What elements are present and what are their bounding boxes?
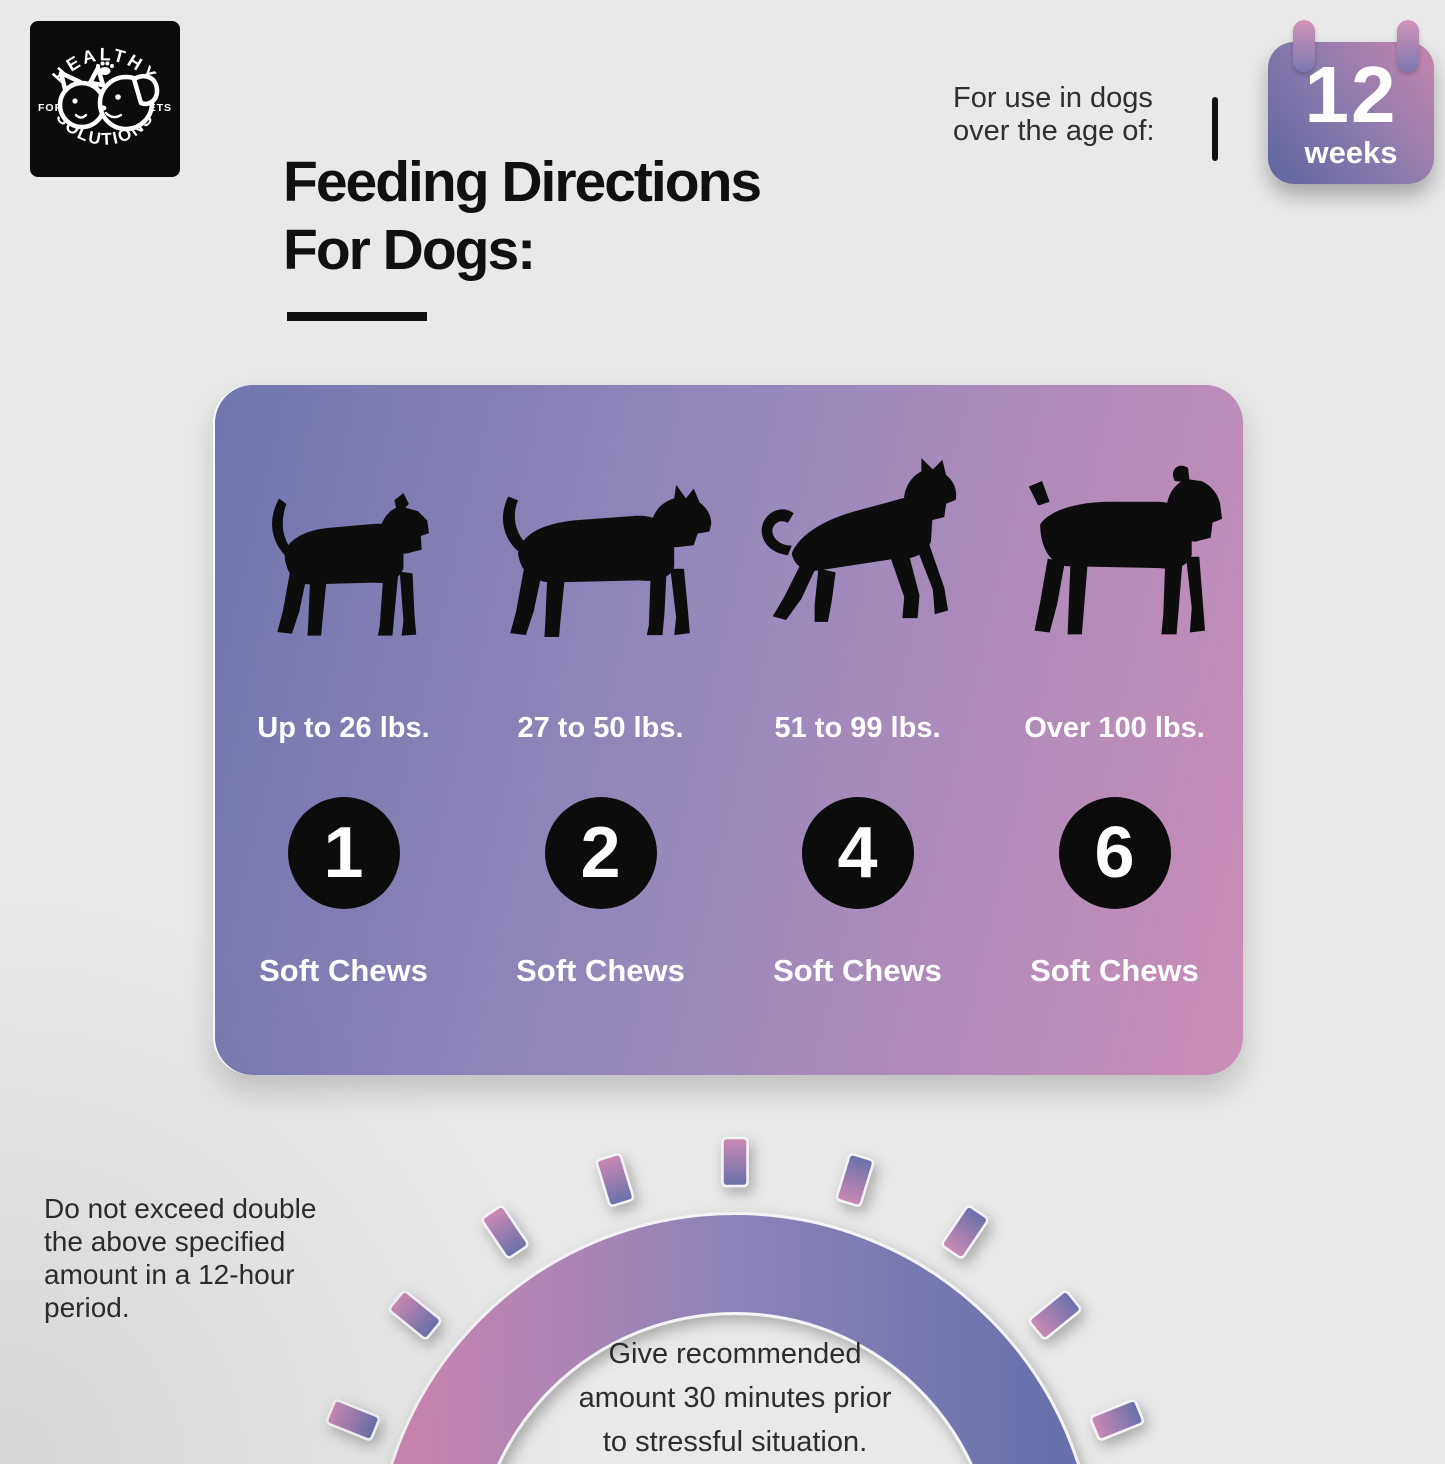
page-title: Feeding Directions For Dogs: bbox=[283, 148, 762, 285]
chew-count: 4 bbox=[837, 813, 878, 893]
brand-logo: HEALTHY SOLUTIONS FOR PETS bbox=[30, 21, 180, 177]
cat-head-icon bbox=[57, 65, 107, 130]
dog-slot bbox=[479, 457, 723, 642]
chew-count: 6 bbox=[1094, 813, 1135, 893]
dog-silhouette-terrier bbox=[271, 492, 429, 636]
dog-slot bbox=[1006, 457, 1224, 642]
chew-count-circle: 6 bbox=[1058, 797, 1171, 909]
arc-tick-marks bbox=[326, 1136, 1144, 1441]
chew-unit-label: Soft Chews bbox=[1030, 953, 1199, 988]
tick-mark bbox=[1090, 1399, 1144, 1441]
tick-mark bbox=[388, 1290, 442, 1340]
age-note: For use in dogs over the age of: bbox=[953, 82, 1178, 148]
chew-count: 1 bbox=[323, 813, 364, 893]
timing-note: Give recommended amount 30 minutes prior… bbox=[510, 1332, 960, 1464]
warning-line: period. bbox=[44, 1292, 130, 1323]
weight-range-label: Over 100 lbs. bbox=[1024, 712, 1205, 744]
title-line-1: Feeding Directions bbox=[283, 150, 762, 214]
age-note-line-2: over the age of: bbox=[953, 115, 1155, 147]
dog-silhouette-boxer bbox=[1028, 465, 1222, 635]
tick-mark bbox=[1028, 1290, 1082, 1340]
tick-mark bbox=[326, 1399, 380, 1441]
chew-unit-label: Soft Chews bbox=[516, 953, 685, 988]
weight-range-label: Up to 26 lbs. bbox=[257, 712, 430, 744]
timing-line: Give recommended bbox=[608, 1338, 862, 1370]
chew-unit-label: Soft Chews bbox=[773, 953, 942, 988]
dosage-column-shepherd: 51 to 99 lbs. 4 Soft Chews bbox=[729, 385, 986, 1075]
chew-count-circle: 4 bbox=[801, 797, 914, 909]
title-underline bbox=[287, 312, 427, 321]
title-line-2: For Dogs: bbox=[283, 218, 536, 283]
warning-note: Do not exceed double the above specified… bbox=[44, 1192, 404, 1324]
tick-mark bbox=[481, 1205, 529, 1259]
warning-line: amount in a 12-hour bbox=[44, 1259, 295, 1290]
cat-face-details bbox=[72, 98, 88, 119]
tick-mark bbox=[721, 1136, 749, 1188]
dosage-card: Up to 26 lbs. 1 Soft Chews bbox=[215, 385, 1243, 1075]
chew-count: 2 bbox=[580, 813, 621, 893]
timing-line: amount 30 minutes prior bbox=[578, 1382, 892, 1414]
tick-mark bbox=[595, 1153, 635, 1207]
dog-slot bbox=[746, 457, 970, 642]
dog-silhouette-shepherd bbox=[761, 457, 956, 622]
dog-silhouette-pitbull bbox=[502, 484, 711, 638]
weight-range-label: 51 to 99 lbs. bbox=[774, 712, 941, 744]
age-badge-unit: weeks bbox=[1304, 134, 1398, 170]
tick-mark bbox=[835, 1153, 875, 1207]
warning-line: Do not exceed double bbox=[44, 1193, 317, 1224]
chew-unit-label: Soft Chews bbox=[259, 953, 428, 988]
calendar-ring-left bbox=[1293, 20, 1315, 72]
chew-count-circle: 1 bbox=[287, 797, 400, 909]
calendar-ring-right bbox=[1397, 20, 1419, 72]
age-note-line-1: For use in dogs bbox=[953, 82, 1153, 114]
dog-slot bbox=[256, 457, 432, 642]
age-badge-calendar: 12 weeks bbox=[1266, 16, 1438, 188]
age-note-divider bbox=[1212, 97, 1218, 161]
arc-ring bbox=[390, 1212, 1080, 1464]
dosage-column-terrier: Up to 26 lbs. 1 Soft Chews bbox=[215, 385, 472, 1075]
warning-line: the above specified bbox=[44, 1226, 286, 1257]
age-badge-number: 12 bbox=[1304, 49, 1398, 139]
dosage-column-boxer: Over 100 lbs. 6 Soft Chews bbox=[986, 385, 1243, 1075]
logo-for-text: FOR bbox=[38, 102, 63, 114]
dog-face-details bbox=[99, 94, 123, 119]
timing-line: to stressful situation. bbox=[602, 1426, 868, 1458]
stress-timer-arc bbox=[326, 1136, 1144, 1464]
dosage-column-pitbull: 27 to 50 lbs. 2 Soft Chews bbox=[472, 385, 729, 1075]
weight-range-label: 27 to 50 lbs. bbox=[517, 712, 684, 744]
tick-mark bbox=[941, 1205, 989, 1259]
chew-count-circle: 2 bbox=[544, 797, 657, 909]
